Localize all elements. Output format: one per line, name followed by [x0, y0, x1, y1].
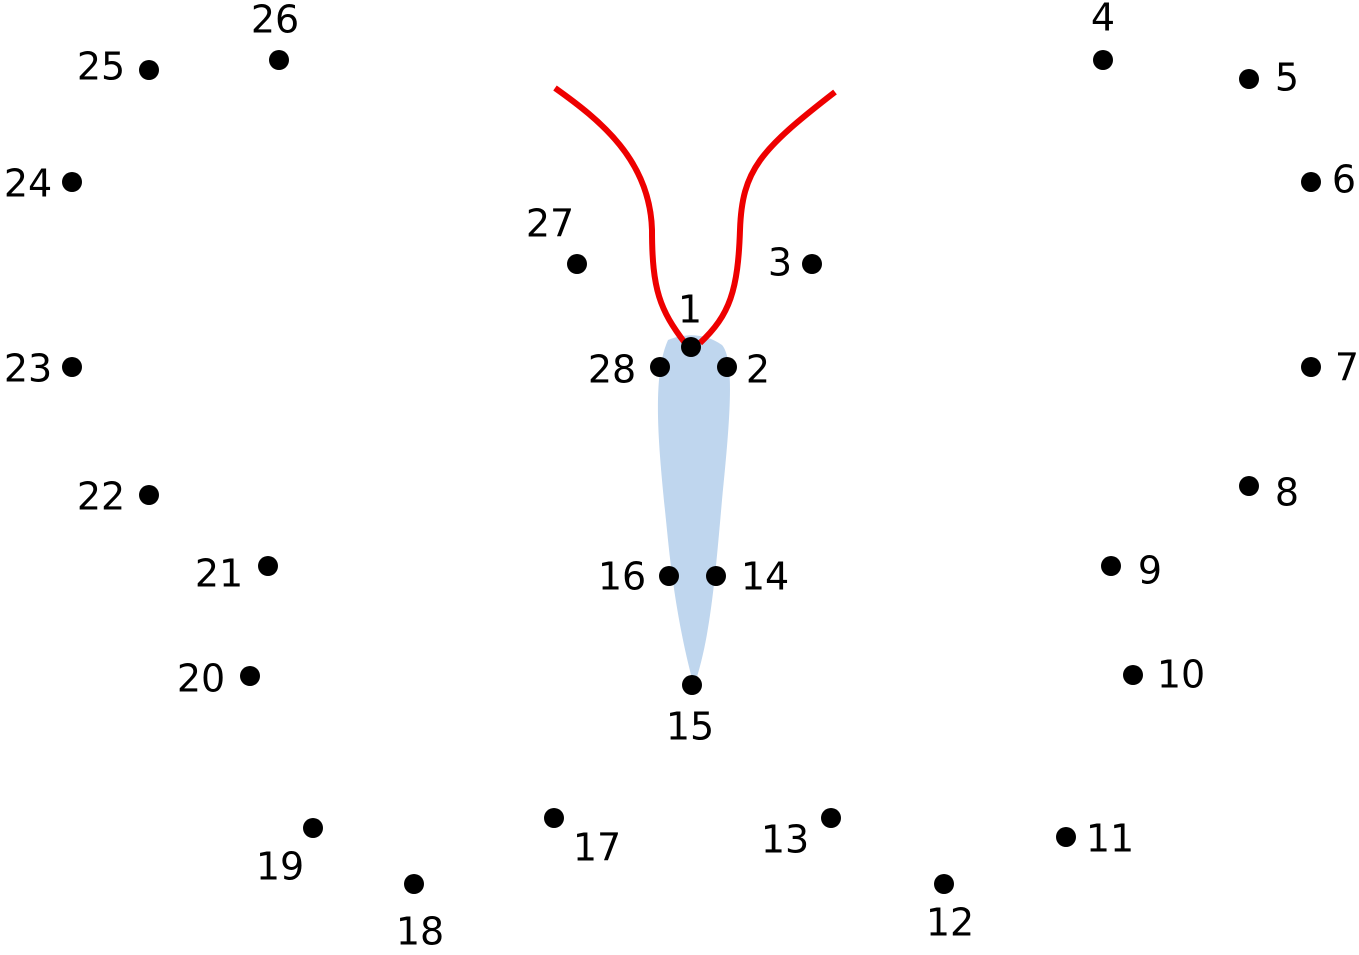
dot-label: 11	[1086, 817, 1134, 861]
dot	[544, 808, 564, 828]
dot	[567, 254, 587, 274]
dots: 1234567891011121314151617181920212223242…	[4, 0, 1359, 954]
dot	[682, 675, 702, 695]
dot-label: 2	[746, 348, 770, 392]
dot	[240, 666, 260, 686]
dot	[681, 337, 701, 357]
dot-label: 10	[1157, 653, 1205, 697]
dot	[934, 874, 954, 894]
dot	[1123, 665, 1143, 685]
dot-label: 3	[768, 241, 792, 285]
dot	[258, 556, 278, 576]
dot-label: 8	[1275, 471, 1299, 515]
dot	[139, 485, 159, 505]
dot-label: 6	[1332, 158, 1356, 202]
dot	[1239, 476, 1259, 496]
dot	[659, 566, 679, 586]
dot	[1093, 50, 1113, 70]
dot	[1056, 827, 1076, 847]
dot-label: 18	[396, 910, 444, 954]
dot-label: 13	[761, 818, 809, 862]
dot-label: 15	[666, 705, 714, 749]
dot-label: 7	[1335, 346, 1359, 390]
dot-label: 5	[1275, 56, 1299, 100]
dot-label: 27	[526, 202, 574, 246]
dot	[269, 50, 289, 70]
dot-label: 19	[256, 845, 304, 889]
dot	[1301, 357, 1321, 377]
dot-label: 17	[573, 826, 621, 870]
dot-label: 21	[195, 552, 243, 596]
dot	[62, 172, 82, 192]
dot-label: 26	[251, 0, 299, 42]
dot	[717, 357, 737, 377]
dot-label: 9	[1138, 549, 1162, 593]
dot	[62, 357, 82, 377]
dot	[706, 566, 726, 586]
dot-label: 25	[77, 45, 125, 89]
dot-label: 4	[1091, 0, 1115, 40]
dot	[139, 60, 159, 80]
dot	[821, 808, 841, 828]
dot-label: 22	[77, 475, 125, 519]
dot	[650, 357, 670, 377]
dot	[1301, 172, 1321, 192]
dot	[404, 874, 424, 894]
body	[657, 335, 730, 686]
dot-label: 14	[741, 555, 789, 599]
dot-label: 1	[678, 288, 702, 332]
dot	[1239, 69, 1259, 89]
dot	[1101, 556, 1121, 576]
dot	[303, 818, 323, 838]
dot	[802, 254, 822, 274]
dot-label: 20	[177, 657, 225, 701]
dot-label: 28	[588, 348, 636, 392]
antennae	[553, 85, 837, 346]
dot-label: 24	[4, 162, 52, 206]
dot-label: 23	[4, 347, 52, 391]
dot-label: 12	[926, 901, 974, 945]
dot-label: 16	[598, 555, 646, 599]
